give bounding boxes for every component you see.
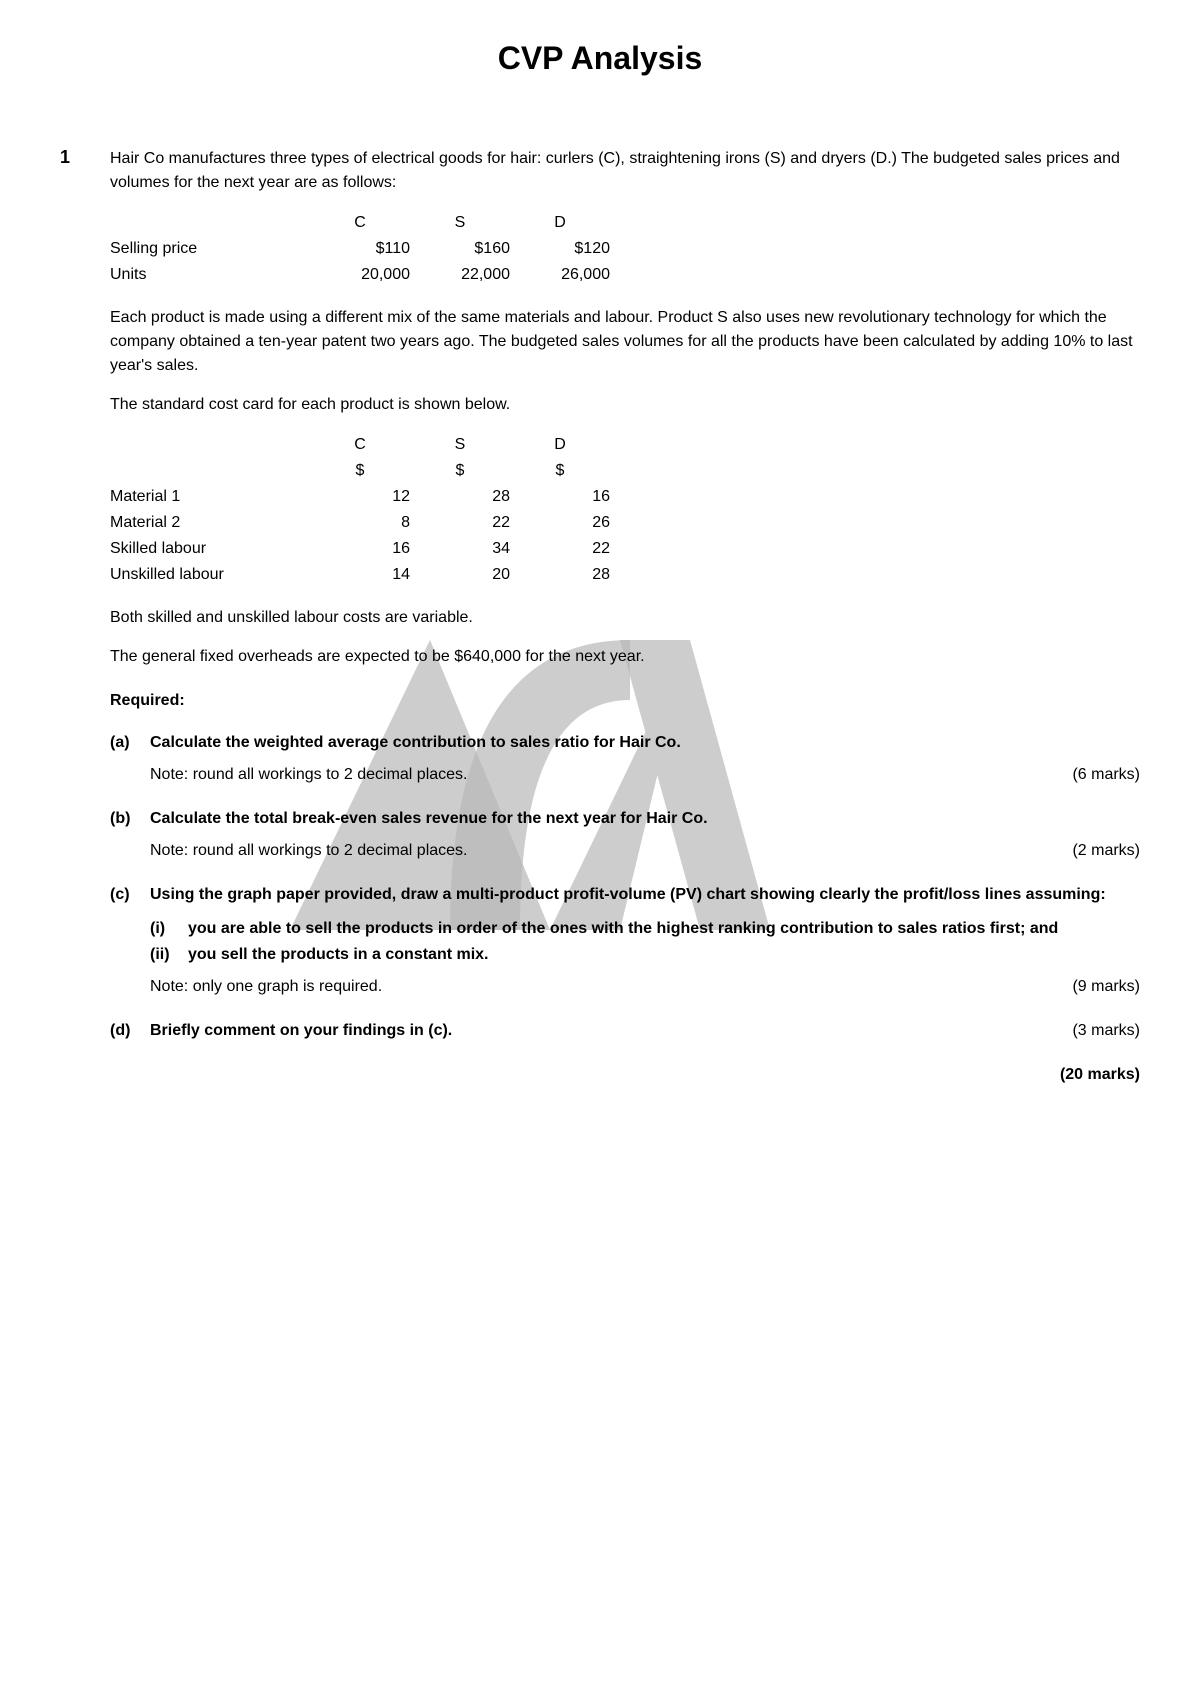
cell-value: 26: [510, 510, 610, 536]
table-subheader: $: [310, 458, 410, 484]
row-label: Material 1: [110, 484, 310, 510]
cell-value: 22: [410, 510, 510, 536]
cell-value: $120: [510, 236, 610, 262]
row-label: Selling price: [110, 236, 310, 262]
required-label: Required:: [110, 689, 1140, 713]
part-label: (c): [110, 883, 138, 999]
table-header: S: [410, 432, 510, 458]
cell-value: 20,000: [310, 262, 410, 288]
table-header: C: [310, 432, 410, 458]
cell-value: 14: [310, 562, 410, 588]
part-note: Note: only one graph is required.: [150, 975, 382, 999]
cell-value: 8: [310, 510, 410, 536]
cell-value: 16: [510, 484, 610, 510]
cell-value: 34: [410, 536, 510, 562]
table-subheader: $: [410, 458, 510, 484]
sales-table: C S D Selling price $110 $160 $120 Units…: [110, 210, 610, 288]
question-number: 1: [60, 147, 90, 1087]
part-marks: (2 marks): [1052, 839, 1140, 863]
page-title: CVP Analysis: [60, 40, 1140, 77]
roman-text: you sell the products in a constant mix.: [188, 943, 489, 967]
part-a: (a) Calculate the weighted average contr…: [110, 731, 1140, 787]
table-header: D: [510, 210, 610, 236]
part-note: Note: round all workings to 2 decimal pl…: [150, 839, 468, 863]
question-wrapper: 1 Hair Co manufactures three types of el…: [60, 147, 1140, 1087]
part-text: Calculate the weighted average contribut…: [150, 734, 681, 751]
table-header: D: [510, 432, 610, 458]
intro-paragraph: Hair Co manufactures three types of elec…: [110, 147, 1140, 195]
cell-value: $160: [410, 236, 510, 262]
total-marks: (20 marks): [110, 1063, 1140, 1087]
roman-label: (ii): [150, 943, 178, 967]
part-note: Note: round all workings to 2 decimal pl…: [150, 763, 468, 787]
cell-value: 22: [510, 536, 610, 562]
part-c: (c) Using the graph paper provided, draw…: [110, 883, 1140, 999]
part-label: (a): [110, 731, 138, 787]
roman-text: you are able to sell the products in ord…: [188, 917, 1058, 941]
part-d: (d) Briefly comment on your findings in …: [110, 1019, 1140, 1043]
question-body: Hair Co manufactures three types of elec…: [110, 147, 1140, 1087]
part-text: Briefly comment on your findings in (c).: [150, 1019, 452, 1043]
cell-value: $110: [310, 236, 410, 262]
part-text: Calculate the total break-even sales rev…: [150, 810, 708, 827]
row-label: Skilled labour: [110, 536, 310, 562]
roman-label: (i): [150, 917, 178, 941]
cell-value: 20: [410, 562, 510, 588]
part-text: Using the graph paper provided, draw a m…: [150, 886, 1106, 903]
part-marks: (3 marks): [1052, 1019, 1140, 1043]
part-b: (b) Calculate the total break-even sales…: [110, 807, 1140, 863]
row-label: Unskilled labour: [110, 562, 310, 588]
part-marks: (9 marks): [1052, 975, 1140, 999]
paragraph: The standard cost card for each product …: [110, 393, 1140, 417]
sub-part-i: (i) you are able to sell the products in…: [150, 917, 1140, 941]
cell-value: 28: [410, 484, 510, 510]
cell-value: 28: [510, 562, 610, 588]
table-header: C: [310, 210, 410, 236]
cell-value: 26,000: [510, 262, 610, 288]
sub-part-ii: (ii) you sell the products in a constant…: [150, 943, 1140, 967]
cell-value: 22,000: [410, 262, 510, 288]
part-label: (b): [110, 807, 138, 863]
paragraph: Each product is made using a different m…: [110, 306, 1140, 378]
part-label: (d): [110, 1019, 138, 1043]
row-label: Material 2: [110, 510, 310, 536]
cell-value: 16: [310, 536, 410, 562]
paragraph: Both skilled and unskilled labour costs …: [110, 606, 1140, 630]
table-header: S: [410, 210, 510, 236]
cost-table: C S D $ $ $ Material 1 12 28 16 Material…: [110, 432, 610, 588]
row-label: Units: [110, 262, 310, 288]
table-subheader: $: [510, 458, 610, 484]
cell-value: 12: [310, 484, 410, 510]
part-marks: (6 marks): [1052, 763, 1140, 787]
paragraph: The general fixed overheads are expected…: [110, 645, 1140, 669]
